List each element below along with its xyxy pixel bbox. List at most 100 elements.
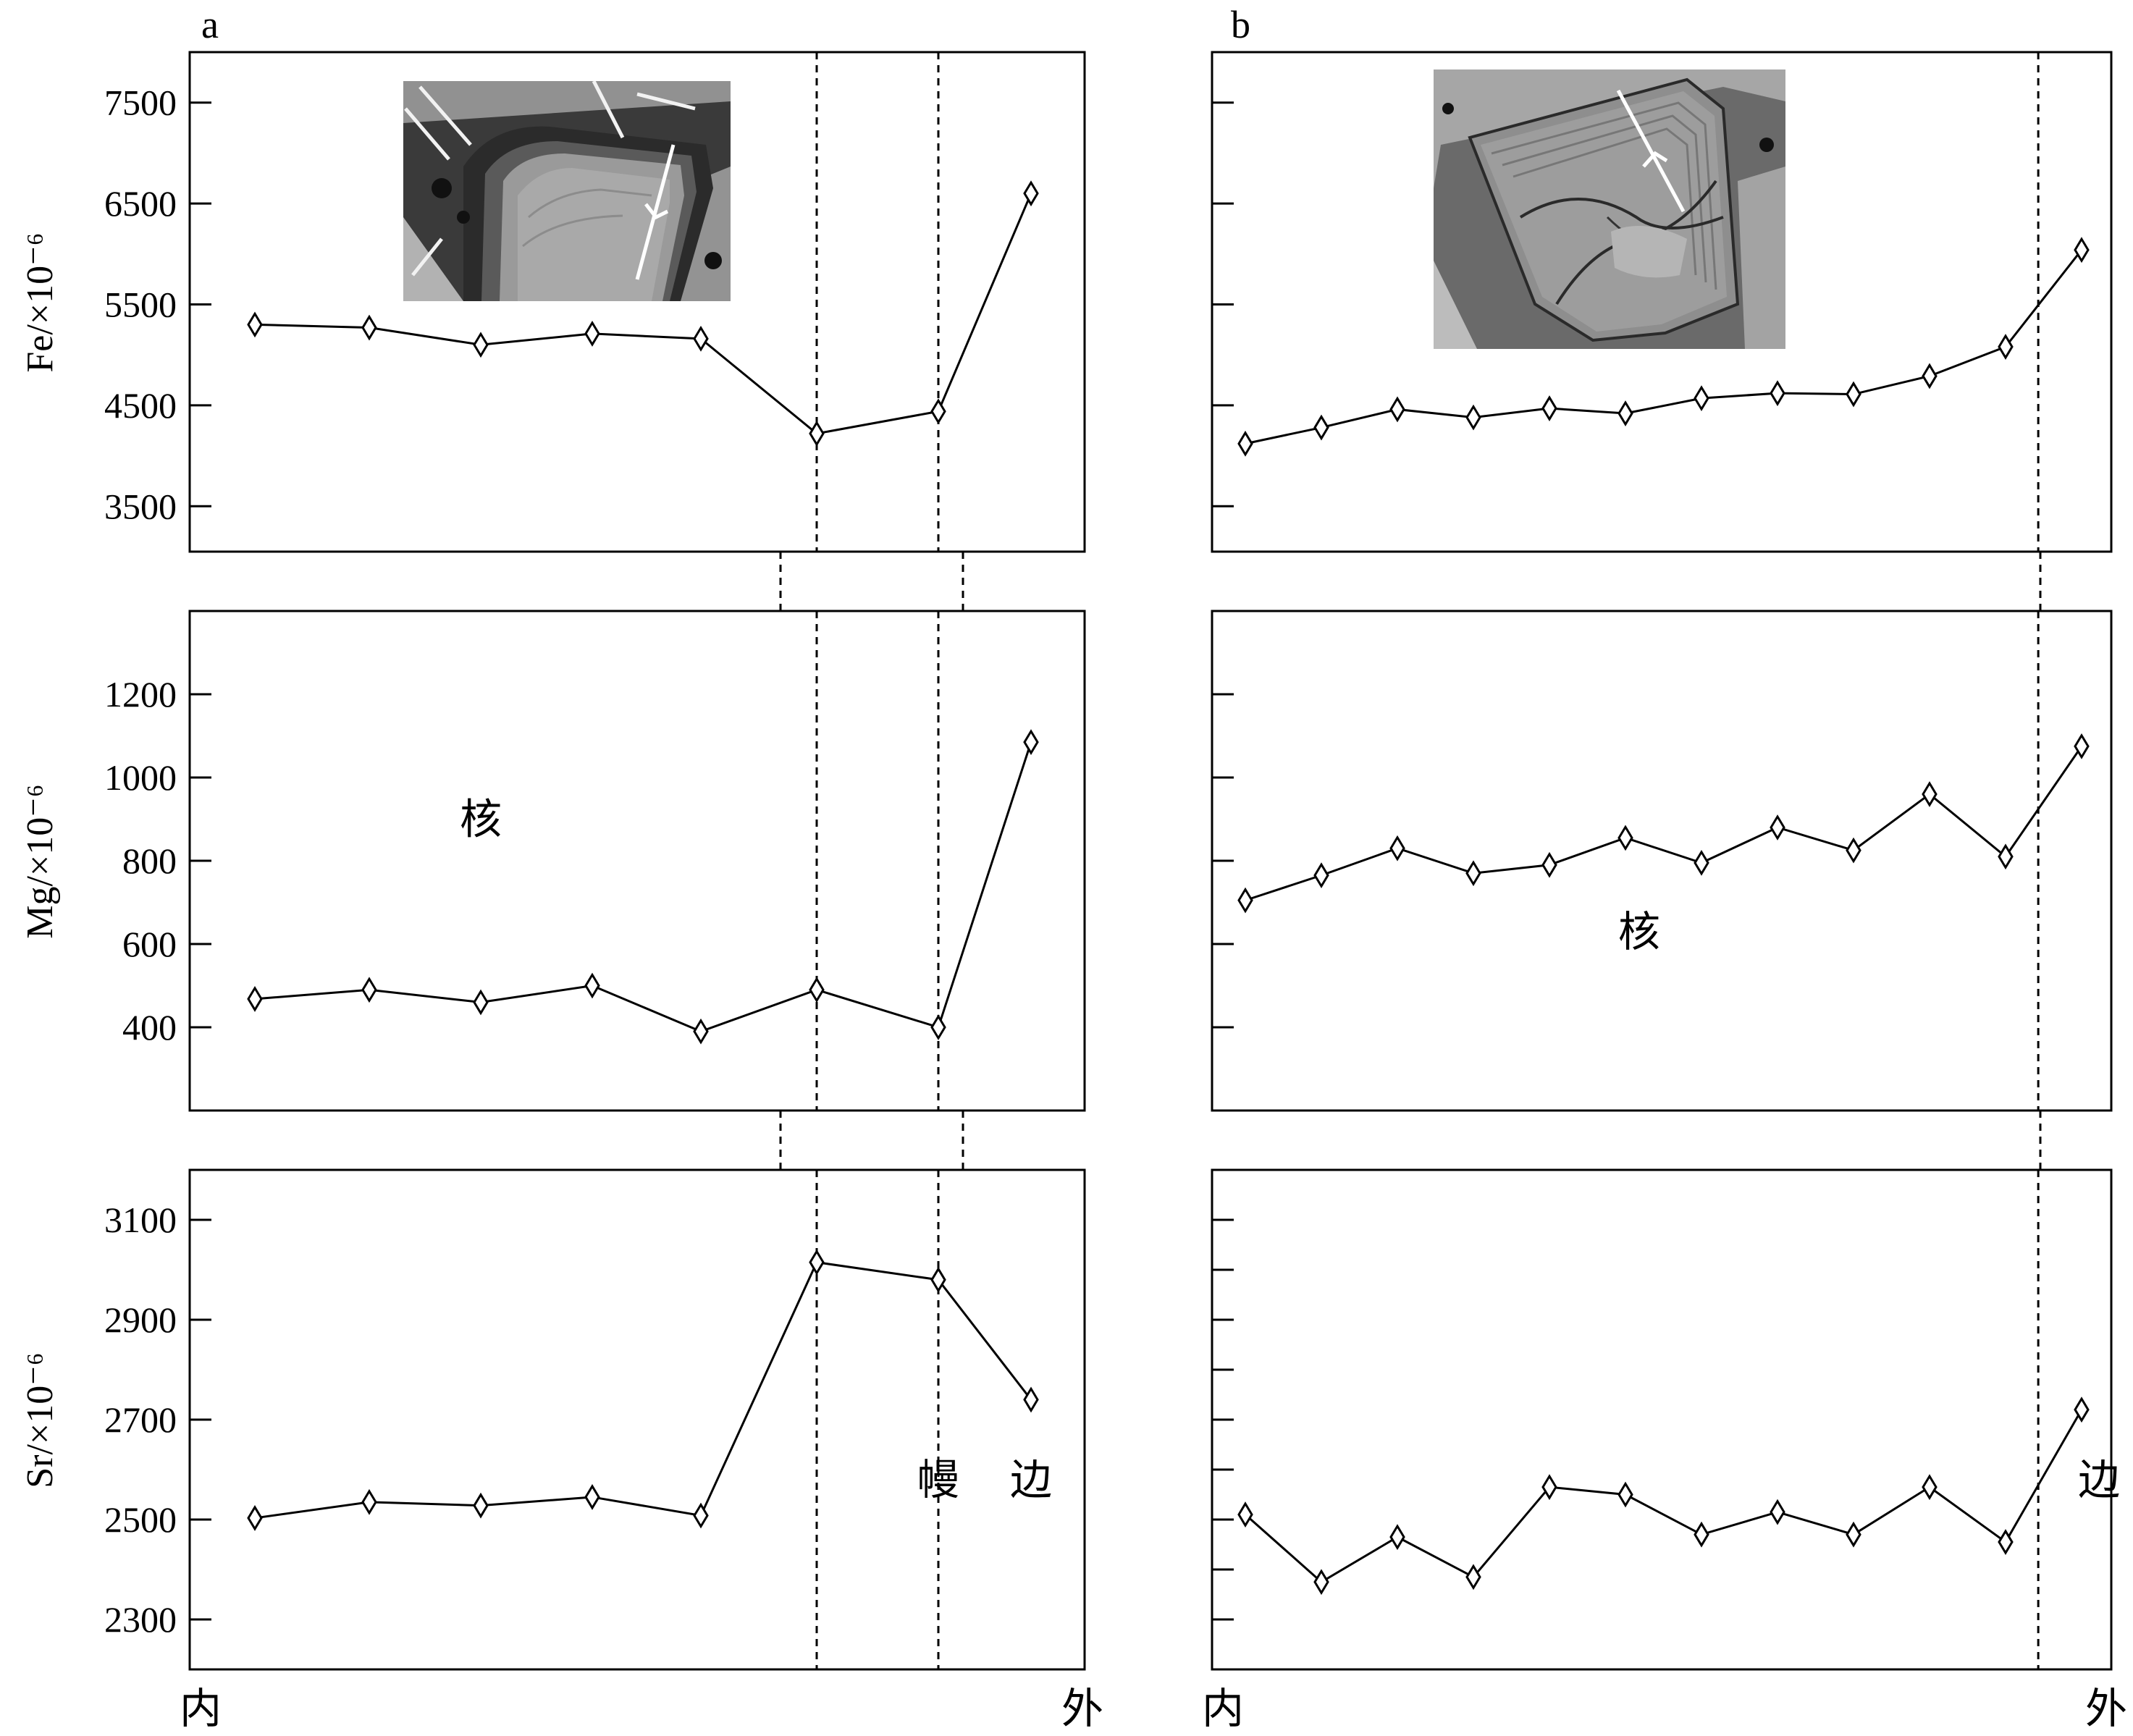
ylabel-sr: Sr/×10⁻⁶ <box>20 1352 61 1488</box>
ytick-label-a-fe-4500: 4500 <box>104 385 177 426</box>
ytick-label-a-sr-2500: 2500 <box>104 1499 177 1540</box>
data-point-b-fe-7 <box>1770 380 1785 407</box>
x-start-label-b: 内 <box>1202 1685 1244 1732</box>
data-point-a-mg-5 <box>809 977 825 1003</box>
data-point-a-fe-5 <box>809 420 825 447</box>
data-point-b-mg-5 <box>1617 825 1633 851</box>
data-point-a-fe-3 <box>584 320 600 347</box>
series-line-b-fe <box>1245 249 2083 445</box>
ytick-label-a-fe-5500: 5500 <box>104 284 177 324</box>
data-point-b-sr-4 <box>1541 1474 1557 1501</box>
panel-b-sr <box>1211 1168 2113 1671</box>
data-point-b-fe-9 <box>1922 363 1938 389</box>
data-point-b-sr-11 <box>2074 1396 2090 1423</box>
series-line-b-sr <box>1245 1409 2083 1584</box>
ylabel-fe: Fe/×10⁻⁶ <box>20 232 61 372</box>
data-point-a-mg-0 <box>247 985 263 1012</box>
ytick-label-a-sr-2900: 2900 <box>104 1299 177 1340</box>
data-point-a-sr-4 <box>693 1502 709 1529</box>
data-point-b-mg-7 <box>1770 814 1785 840</box>
data-point-a-sr-2 <box>473 1492 489 1519</box>
data-point-b-fe-11 <box>2074 237 2090 264</box>
data-point-a-fe-0 <box>247 311 263 338</box>
panel-label-a: a <box>201 3 219 46</box>
data-point-a-fe-2 <box>473 332 489 358</box>
data-point-b-sr-0 <box>1237 1501 1253 1528</box>
inset-image-a <box>403 81 731 301</box>
ytick-label-a-mg-1000: 1000 <box>104 757 177 798</box>
ytick-label-a-sr-2700: 2700 <box>104 1399 177 1440</box>
data-point-b-sr-7 <box>1770 1499 1785 1525</box>
data-point-b-sr-6 <box>1694 1521 1709 1548</box>
panel-b-fe <box>1211 51 2113 553</box>
data-point-a-sr-5 <box>809 1249 825 1276</box>
data-point-a-sr-7 <box>1023 1386 1039 1413</box>
data-point-b-fe-6 <box>1694 385 1709 412</box>
data-point-a-fe-1 <box>361 314 377 341</box>
ytick-label-a-mg-600: 600 <box>122 924 177 964</box>
data-point-b-mg-9 <box>1922 781 1938 807</box>
data-point-b-fe-4 <box>1541 395 1557 421</box>
data-point-b-fe-3 <box>1465 404 1481 431</box>
series-line-b-mg <box>1245 746 2083 902</box>
inset-image-b <box>1434 69 1785 349</box>
data-point-a-mg-4 <box>693 1018 709 1045</box>
data-point-b-fe-8 <box>1846 381 1861 408</box>
data-point-b-mg-8 <box>1846 837 1861 864</box>
data-point-b-fe-0 <box>1237 430 1253 457</box>
data-point-b-sr-9 <box>1922 1474 1938 1501</box>
data-point-a-fe-4 <box>693 325 709 352</box>
data-point-b-mg-10 <box>1998 843 2014 870</box>
data-point-b-sr-8 <box>1846 1521 1861 1548</box>
ytick-label-a-fe-7500: 7500 <box>104 83 177 123</box>
data-point-a-sr-1 <box>361 1488 377 1515</box>
zone-label-a-sr-0: 幔 <box>917 1457 959 1504</box>
data-point-a-sr-3 <box>584 1484 600 1510</box>
ytick-label-a-mg-1200: 1200 <box>104 674 177 715</box>
zone-label-a-sr-1: 边 <box>1010 1457 1052 1504</box>
data-point-b-mg-0 <box>1237 887 1253 914</box>
series-line-a-fe <box>254 193 1032 435</box>
data-point-b-fe-1 <box>1313 414 1329 441</box>
panel-a-fe <box>188 51 1086 553</box>
series-line-a-mg <box>254 741 1032 1033</box>
data-point-b-fe-5 <box>1617 400 1633 426</box>
panel-a-sr <box>188 1168 1086 1671</box>
x-end-label-a: 外 <box>1061 1685 1103 1732</box>
series-line-a-sr <box>254 1261 1032 1520</box>
data-point-a-sr-6 <box>930 1266 946 1293</box>
data-point-a-mg-7 <box>1023 729 1039 756</box>
x-end-label-b: 外 <box>2085 1685 2127 1732</box>
data-point-b-sr-5 <box>1617 1481 1633 1508</box>
zone-label-a-mg-0: 核 <box>460 796 502 843</box>
ytick-label-a-fe-3500: 3500 <box>104 486 177 526</box>
data-point-b-sr-2 <box>1389 1524 1405 1551</box>
data-point-b-mg-11 <box>2074 733 2090 759</box>
data-point-b-sr-3 <box>1465 1564 1481 1590</box>
ytick-label-a-mg-400: 400 <box>122 1007 177 1048</box>
data-point-b-mg-2 <box>1389 835 1405 861</box>
data-point-b-sr-10 <box>1998 1529 2014 1555</box>
ytick-label-a-fe-6500: 6500 <box>104 183 177 224</box>
panel-b-mg <box>1211 610 2113 1112</box>
ytick-label-a-sr-2300: 2300 <box>104 1599 177 1640</box>
ytick-label-a-sr-3100: 3100 <box>104 1200 177 1240</box>
data-point-a-sr-0 <box>247 1505 263 1531</box>
data-point-b-fe-10 <box>1998 334 2014 360</box>
data-point-b-mg-6 <box>1694 849 1709 876</box>
data-point-b-mg-4 <box>1541 851 1557 878</box>
data-point-a-mg-2 <box>473 989 489 1016</box>
data-point-b-fe-2 <box>1389 396 1405 423</box>
panel-label-b: b <box>1231 3 1250 46</box>
data-point-b-sr-1 <box>1313 1569 1329 1596</box>
data-point-a-mg-1 <box>361 977 377 1003</box>
zone-label-b-sr-0: 边 <box>2078 1457 2120 1504</box>
data-point-a-fe-7 <box>1023 180 1039 207</box>
data-point-a-fe-6 <box>930 398 946 425</box>
x-start-label-a: 内 <box>180 1685 222 1732</box>
data-point-a-mg-3 <box>584 972 600 999</box>
ylabel-mg: Mg/×10⁻⁶ <box>20 784 61 939</box>
zone-label-b-mg-0: 核 <box>1618 909 1660 956</box>
data-point-a-mg-6 <box>930 1014 946 1040</box>
